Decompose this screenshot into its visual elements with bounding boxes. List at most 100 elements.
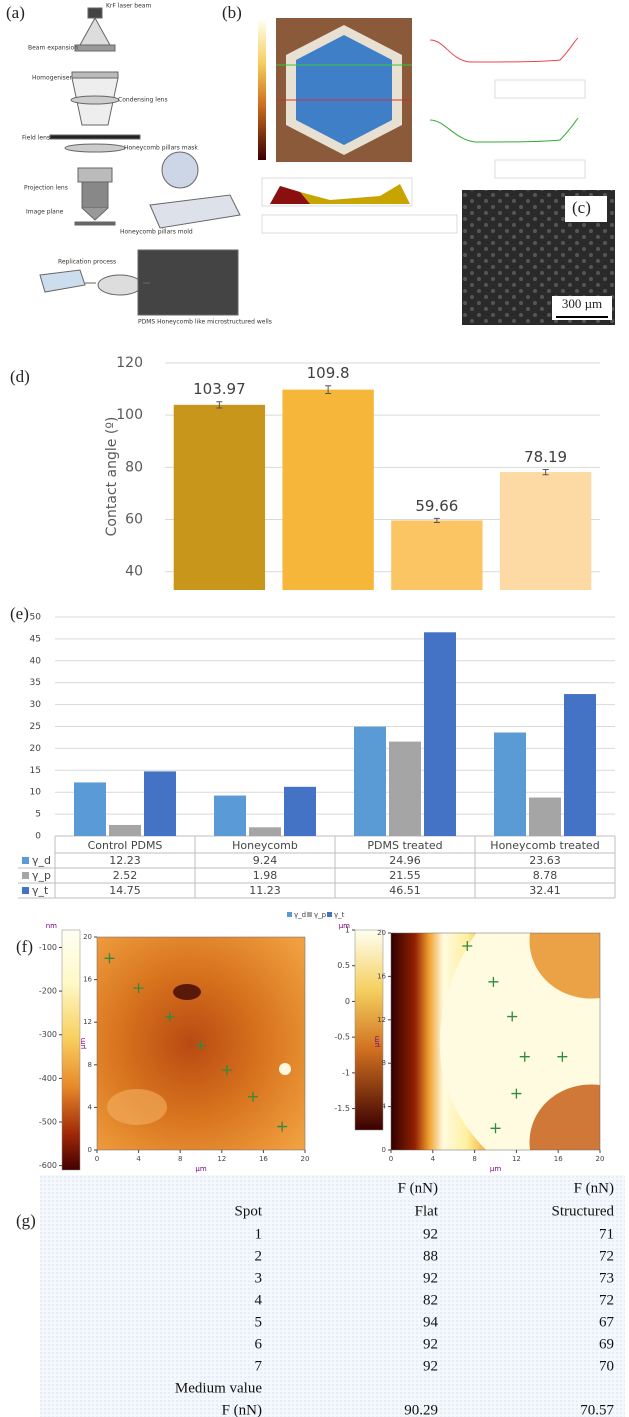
y-tick-label: 8 [382,1059,386,1067]
x-tick-label: PDMS treated [367,839,442,852]
y-tick-label: 80 [125,459,143,475]
x-tick-label: 12 [512,1155,521,1163]
y-tick-label: 5 [35,810,41,820]
table-cell: 3 [255,1270,263,1286]
table-cell: 92 [423,1358,438,1374]
bar [214,795,246,836]
x-tick-label: 12 [217,1155,226,1163]
table-header: F (nN) [574,1180,614,1196]
bar [391,520,483,590]
colorbar-tick-label: -500 [39,1118,57,1127]
colorbar [354,929,384,1131]
table-cell: 88 [423,1248,438,1264]
colorbar-label: nm [46,922,57,930]
panel-a-drawing [39,7,241,316]
bar [389,741,421,836]
bar [284,786,316,836]
y-tick-label: 15 [30,766,41,776]
diagram-label: PDMS Honeycomb like microstructured well… [138,319,272,326]
diagram-label: Replication process [58,259,116,266]
table-header: Structured [552,1203,615,1219]
y-tick-label: 0 [35,832,41,842]
x-tick-label: 16 [554,1155,563,1163]
table-series-label: γ_d [32,854,51,867]
panel-label: (a) [6,3,25,22]
table-cell: 92 [423,1226,438,1242]
bar [499,472,592,590]
y-tick-label: 8 [88,1061,92,1069]
heatmap-feature [529,1084,600,1150]
panel-label: (e) [10,604,29,623]
y-tick-label: 25 [30,722,41,732]
y-tick-label: 40 [125,564,143,580]
bar [109,824,141,836]
marker [164,1011,175,1022]
bar [173,404,266,590]
colorbar-tick-label: -600 [39,1161,57,1170]
colorbar-label: µm [339,922,350,930]
y-tick-label: 0 [88,1146,92,1154]
colorbar [61,929,81,1171]
legend-label: γ_p [314,911,327,919]
table-cell: 72 [599,1248,614,1264]
table-cell: 1 [255,1226,263,1242]
colorbar-tick-label: 0.5 [337,961,350,970]
error-bar [216,401,223,409]
table-cell: 5 [255,1314,263,1330]
y-tick-label: 0 [382,1146,386,1154]
marker [557,1051,568,1062]
table-value: 21.55 [389,869,421,882]
bar [494,732,526,836]
x-axis-label: µm [195,1165,206,1173]
data-label: 109.8 [307,364,350,382]
panel-label: (g) [16,1211,36,1230]
legend-key [327,912,332,917]
heatmap-feature [279,1063,291,1075]
y-tick-label: 20 [83,933,92,941]
bar [564,694,596,836]
table-cell: 73 [599,1270,614,1286]
x-axis-label: µm [490,1165,501,1173]
panel-label: (c) [572,198,591,217]
y-tick-label: 16 [83,976,92,984]
table-key [22,887,29,894]
diagram-label: Projection lens [24,185,68,192]
table-cell: 4 [255,1292,263,1308]
diagram-label: KrF laser beam [106,3,151,10]
bar [74,782,106,836]
marker [488,976,499,987]
table-cell: 2 [255,1248,263,1264]
heatmap-feature [529,933,600,999]
y-tick-label: 100 [116,407,143,423]
bar [354,726,386,836]
panel-b-drawing [258,18,586,234]
table-cell: 92 [423,1336,438,1352]
x-tick-label: Honeycomb [232,839,298,852]
table-value: 12.23 [109,854,141,867]
table-value: 32.41 [529,884,561,897]
table-cell: 70 [599,1358,614,1374]
x-tick-label: 16 [259,1155,268,1163]
y-tick-label: 4 [382,1103,387,1111]
y-tick-label: 120 [116,355,143,371]
y-tick-label: 35 [30,678,41,688]
table-value: 24.96 [389,854,421,867]
x-tick-label: Honeycomb treated [490,839,599,852]
colorbar-tick-label: -300 [39,1030,57,1039]
y-tick-label: 50 [30,613,42,623]
marker [490,1123,501,1134]
colorbar-tick-label: -100 [39,943,57,952]
marker [222,1065,232,1076]
diagram-label: Homogeniser [32,75,72,82]
table-value: 14.75 [109,884,141,897]
colorbar-tick-label: -1 [342,1068,350,1077]
table-header: Flat [415,1203,439,1219]
x-tick-label: 20 [301,1155,310,1163]
y-tick-label: 20 [377,929,386,937]
colorbar-tick-label: -1.5 [334,1104,350,1113]
y-tick-label: 40 [30,656,42,666]
y-axis-label: Contact angle (º) [104,417,120,537]
marker [104,953,115,964]
data-label: 103.97 [193,380,246,398]
